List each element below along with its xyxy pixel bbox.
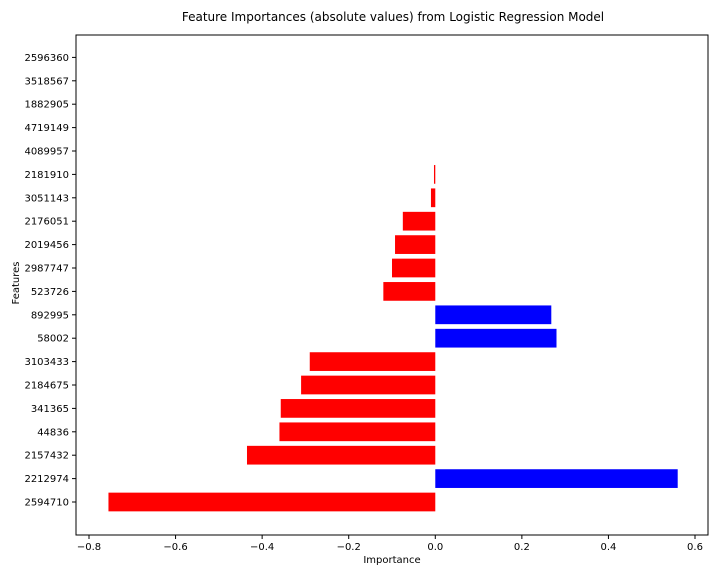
- y-tick-label-3103433: 3103433: [24, 357, 69, 368]
- bar-892995: [435, 305, 552, 325]
- y-axis: 2594710 2212974 2157432 44836 341365 2184675 3…: [24, 53, 76, 509]
- chart-title: Feature Importances (absolute values) fr…: [182, 10, 604, 24]
- x-tick-label-3: −0.2: [337, 542, 361, 553]
- y-tick-label-44836: 44836: [37, 427, 69, 438]
- y-tick-label-2181910: 2181910: [24, 170, 69, 181]
- x-tick-label-2: −0.4: [250, 542, 274, 553]
- x-axis-title: Importance: [363, 555, 420, 566]
- bars-group: [108, 165, 678, 512]
- bar-2212974: [435, 469, 678, 488]
- x-tick-label-5: 0.2: [514, 542, 530, 553]
- y-tick-label-2157432: 2157432: [24, 451, 69, 462]
- y-tick-label-4719149: 4719149: [24, 123, 69, 134]
- bar-2157432: [246, 445, 436, 465]
- y-tick-label-1882905: 1882905: [24, 100, 69, 111]
- bar-2176051: [402, 211, 436, 231]
- y-tick-label-2176051: 2176051: [24, 217, 69, 228]
- y-tick-label-2212974: 2212974: [24, 474, 69, 485]
- x-tick-label-4: 0.0: [427, 542, 443, 553]
- y-tick-label-892995: 892995: [31, 310, 69, 321]
- y-tick-label-341365: 341365: [31, 404, 69, 415]
- y-tick-label-2987747: 2987747: [24, 264, 69, 275]
- y-tick-label-4089957: 4089957: [24, 147, 69, 158]
- y-tick-label-2596360: 2596360: [24, 53, 69, 64]
- y-tick-label-3051143: 3051143: [24, 193, 69, 204]
- bar-2594710: [108, 492, 436, 512]
- y-tick-label-2019456: 2019456: [24, 240, 69, 251]
- y-tick-label-3518567: 3518567: [24, 76, 69, 87]
- x-tick-label-0: −0.8: [77, 542, 101, 553]
- x-tick-label-7: 0.6: [687, 542, 703, 553]
- bar-58002: [435, 328, 557, 348]
- bar-2987747: [392, 258, 436, 278]
- x-axis: −0.8 −0.6 −0.4 −0.2 0.0 0.2 0.4 0.6: [77, 535, 703, 553]
- bar-2019456: [395, 235, 436, 254]
- plot-area: [75, 34, 709, 536]
- y-axis-title: Features: [11, 262, 22, 305]
- y-tick-label-523726: 523726: [31, 287, 69, 298]
- bar-2181910: [433, 165, 436, 184]
- bar-3051143: [430, 188, 436, 208]
- y-tick-label-2594710: 2594710: [24, 498, 69, 509]
- x-tick-label-1: −0.6: [163, 542, 187, 553]
- x-tick-label-6: 0.4: [600, 542, 616, 553]
- bar-523726: [383, 282, 436, 301]
- bar-2184675: [301, 375, 436, 395]
- bar-44836: [279, 422, 436, 442]
- y-tick-label-2184675: 2184675: [24, 381, 69, 392]
- bar-3103433: [309, 352, 436, 371]
- bar-341365: [280, 399, 436, 418]
- y-tick-label-58002: 58002: [37, 334, 69, 345]
